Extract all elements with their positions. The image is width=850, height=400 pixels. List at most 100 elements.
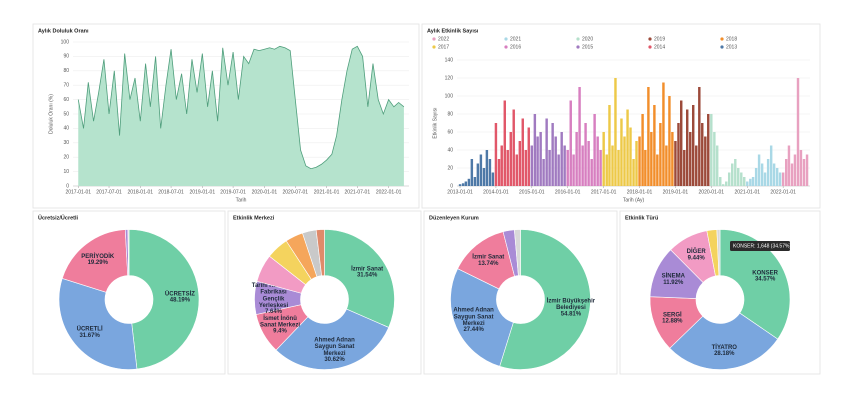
chart-title: Ücretsiz/Ücretli — [38, 214, 79, 221]
legend-marker — [648, 37, 652, 41]
y-tick-label: 30 — [63, 140, 69, 146]
legend-label: 2016 — [510, 44, 521, 50]
legend-label: 2017 — [438, 44, 449, 50]
bar — [743, 177, 746, 186]
x-tick-label: 2018-01-01 — [627, 189, 653, 195]
bar — [740, 172, 743, 186]
y-axis-label: Doluluk Oranı (%) — [48, 94, 54, 134]
bar — [506, 150, 509, 186]
legend-marker — [720, 37, 724, 41]
bar — [485, 150, 489, 186]
bar — [554, 136, 557, 186]
slice — [499, 229, 591, 370]
chart-title: Düzenleyen Kurum — [429, 215, 479, 221]
slice — [61, 229, 129, 293]
bar — [721, 184, 725, 186]
slice-value-label: 7.64% — [265, 309, 283, 315]
bar — [458, 184, 462, 186]
bar — [734, 159, 737, 186]
slice-label-line: İsmet İnönü — [263, 314, 297, 321]
x-tick-label: 2020-01-01 — [252, 189, 278, 195]
bar — [635, 141, 638, 186]
bar — [629, 127, 632, 186]
bar — [751, 177, 755, 186]
legend-marker — [576, 45, 580, 49]
slice-label-line: İzmir Sanat — [472, 253, 504, 260]
slice-label-line: İzmir Büyükşehir — [547, 297, 596, 304]
x-tick-label: 2014-01-01 — [483, 189, 509, 195]
x-tick-label: 2013-01-01 — [447, 189, 473, 195]
y-tick-label: 20 — [447, 165, 453, 171]
bar — [787, 145, 791, 186]
slice-label-line: Ahmed Adnan — [314, 337, 355, 343]
bar — [695, 145, 698, 186]
slice-label-line: İzmir Sanat — [351, 265, 383, 272]
bar — [578, 87, 581, 186]
bar — [689, 132, 692, 186]
y-tick-label: 60 — [63, 97, 69, 103]
bar — [560, 132, 563, 186]
bar — [719, 177, 722, 186]
slice-label: Ahmed Adnan Saygun Sanat Merkezi — [314, 337, 355, 356]
x-tick-label: 2017-01-01 — [591, 189, 617, 195]
bar — [521, 118, 524, 186]
bar — [754, 168, 758, 186]
bar — [563, 145, 566, 186]
x-tick-label: 2021-07-01 — [345, 189, 371, 195]
legend-marker — [576, 37, 580, 41]
tooltip-text: KONSER: 1,648 (34.57%) — [733, 243, 791, 249]
y-tick-label: 60 — [447, 129, 453, 135]
slice-value-label: 19.29% — [88, 260, 109, 266]
legend-label: 2013 — [726, 44, 737, 50]
bar — [545, 118, 548, 186]
chart-title: Etkinlik Türü — [625, 215, 658, 221]
x-tick-label: 2019-01-01 — [190, 189, 216, 195]
bar — [611, 145, 614, 186]
x-tick-label: 2019-01-01 — [663, 189, 689, 195]
x-tick-label: 2019-07-01 — [220, 189, 246, 195]
bar — [530, 145, 534, 186]
slice-label-line: Saygun Sanat — [315, 344, 355, 350]
slice-label: İsmet İnönü Sanat Merkezi — [260, 314, 300, 328]
bar — [749, 178, 752, 186]
slice-label-line: Merkezi — [463, 321, 485, 327]
slice-label-line: DİĞER — [687, 247, 707, 255]
bar — [539, 132, 542, 186]
bar — [605, 154, 608, 186]
bar — [715, 145, 719, 186]
x-tick-label: 2020-01-01 — [699, 189, 725, 195]
bar — [641, 114, 644, 186]
x-axis-label: Tarih (Ay) — [623, 197, 645, 203]
bar — [778, 172, 782, 186]
bar — [710, 114, 713, 186]
bar — [590, 159, 593, 186]
y-axis-label: Etkinlik Sayısı — [432, 107, 438, 138]
bar — [488, 159, 492, 186]
bar — [691, 105, 695, 186]
bar — [775, 168, 779, 186]
slice — [58, 278, 138, 370]
bar — [494, 123, 498, 186]
slice — [450, 268, 514, 367]
bar — [620, 118, 623, 186]
slice-label-line: Belediyesi — [556, 305, 586, 311]
bar — [608, 105, 611, 186]
bar — [572, 154, 575, 186]
y-tick-label: 80 — [63, 68, 69, 74]
x-tick-label: 2020-07-01 — [283, 189, 309, 195]
bar — [656, 154, 659, 186]
bar — [766, 159, 770, 186]
bar — [668, 96, 671, 186]
bar — [772, 163, 776, 186]
slice-label: PERİYODİK — [81, 252, 115, 259]
bar — [683, 150, 686, 186]
slice-label-line: ÜCRETSİZ — [165, 290, 195, 297]
slice — [324, 229, 395, 328]
x-tick-label: 2015-01-01 — [519, 189, 545, 195]
slice-label: ÜCRETLİ — [77, 325, 103, 332]
slice-label-line: KONSER — [752, 270, 778, 276]
slice-label-line: TİYATRO — [712, 344, 738, 351]
bar — [704, 136, 707, 186]
x-tick-label: 2018-01-01 — [128, 189, 154, 195]
bar — [784, 159, 788, 186]
